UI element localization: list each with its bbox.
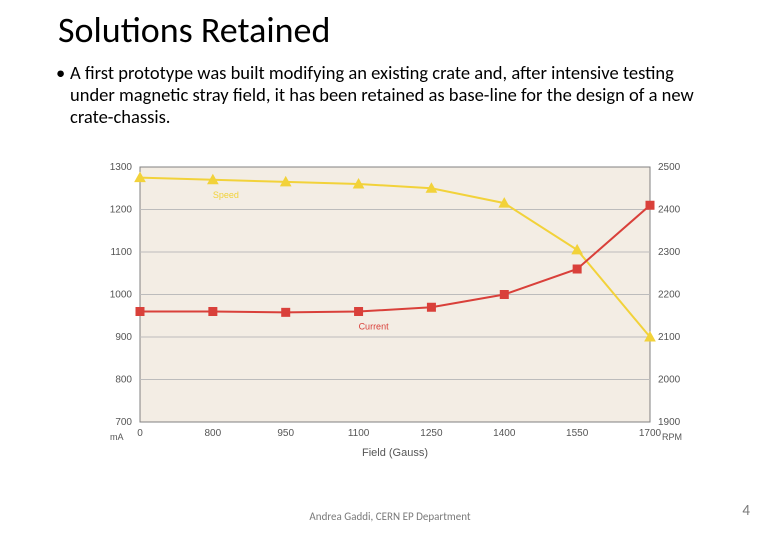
footer-text: Andrea Gaddi, CERN EP Department — [0, 510, 780, 523]
svg-text:1000: 1000 — [110, 290, 133, 301]
svg-text:800: 800 — [205, 428, 222, 439]
svg-text:2000: 2000 — [658, 375, 681, 386]
svg-text:1250: 1250 — [420, 428, 443, 439]
svg-text:1700: 1700 — [639, 428, 662, 439]
svg-text:2100: 2100 — [658, 332, 681, 343]
svg-text:0: 0 — [137, 428, 143, 439]
svg-text:Field (Gauss): Field (Gauss) — [362, 447, 428, 459]
svg-text:1300: 1300 — [110, 162, 133, 173]
svg-text:Speed: Speed — [213, 190, 239, 200]
bullet-text: A first prototype was built modifying an… — [70, 61, 694, 128]
slide-title: Solutions Retained — [58, 8, 330, 52]
field-speed-current-chart: 700 800 900 1000 1100 1200 1300 1900 2000 2100 220… — [95, 157, 695, 477]
svg-text:1200: 1200 — [110, 205, 133, 216]
svg-text:2500: 2500 — [658, 162, 681, 173]
svg-text:900: 900 — [115, 332, 132, 343]
svg-text:1100: 1100 — [110, 247, 132, 258]
svg-text:1550: 1550 — [566, 428, 589, 439]
svg-text:2300: 2300 — [658, 247, 681, 258]
svg-text:800: 800 — [115, 375, 132, 386]
bullet-dot: • — [56, 62, 65, 84]
svg-text:700: 700 — [115, 417, 132, 428]
svg-text:Current: Current — [359, 322, 390, 332]
svg-text:950: 950 — [277, 428, 294, 439]
page-number: 4 — [742, 502, 750, 520]
svg-text:2200: 2200 — [658, 290, 681, 301]
svg-text:1100: 1100 — [348, 428, 370, 439]
svg-text:2400: 2400 — [658, 205, 681, 216]
bullet-item: • A first prototype was built modifying … — [70, 62, 720, 127]
svg-text:1400: 1400 — [493, 428, 516, 439]
svg-text:RPM: RPM — [662, 432, 682, 442]
svg-text:1900: 1900 — [658, 417, 681, 428]
svg-text:mA: mA — [110, 432, 124, 442]
